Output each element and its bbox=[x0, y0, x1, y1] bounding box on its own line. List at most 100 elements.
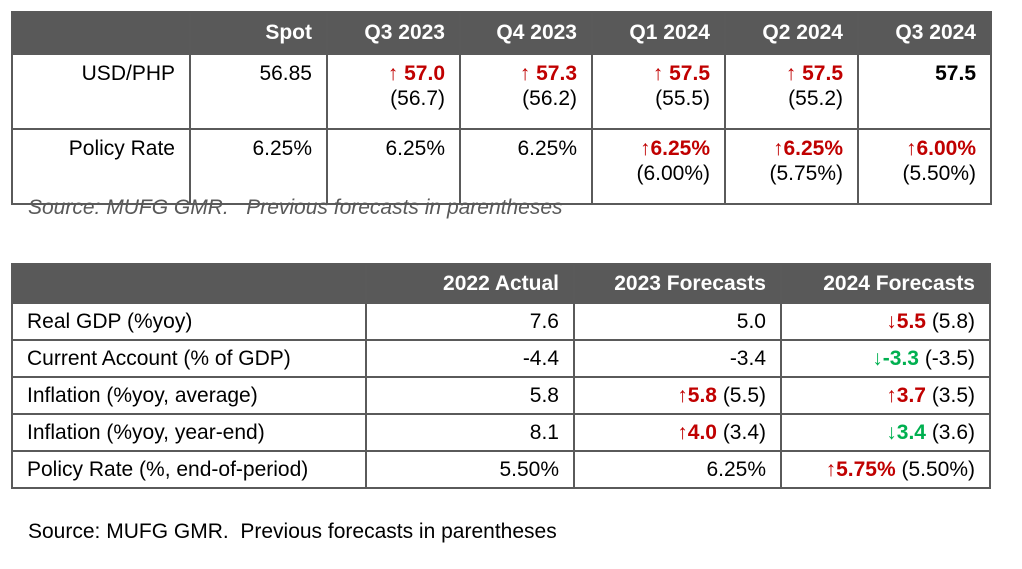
forecast-cell: ↑3.7 (3.5) bbox=[780, 376, 991, 415]
previous-forecast: (5.8) bbox=[925, 309, 975, 333]
arrow-down-icon: ↓ bbox=[886, 309, 897, 333]
forecast-value: 6.25% bbox=[517, 137, 577, 160]
source-note: Source: MUFG GMR. Previous forecasts in … bbox=[28, 520, 557, 543]
forecast-value: 4.0 bbox=[687, 420, 717, 444]
forecast-cell: ↑6.25% (6.00%) bbox=[591, 128, 726, 205]
header-cell: Q3 2023 bbox=[326, 11, 461, 55]
forecast-value: -3.3 bbox=[882, 346, 919, 370]
forecast-line: ↑ 57.0 bbox=[342, 61, 445, 86]
table-row: Real GDP (%yoy) 7.6 5.0 ↓5.5 (5.8) bbox=[11, 302, 991, 341]
forecast-line: ↑ 57.5 bbox=[607, 61, 710, 86]
forecast-line: ↑ 57.3 bbox=[475, 61, 577, 86]
fx-policy-forecast-table: Spot Q3 2023 Q4 2023 Q1 2024 Q2 2024 Q3 … bbox=[11, 11, 992, 205]
table-row: Inflation (%yoy, year-end) 8.1 ↑4.0 (3.4) ↓… bbox=[11, 413, 991, 452]
forecast-value: 57.3 bbox=[536, 62, 577, 85]
forecast-line: 6.25% bbox=[342, 136, 445, 161]
header-cell: 2024 Forecasts bbox=[780, 263, 991, 304]
table-row: Policy Rate 6.25% 6.25% 6.25% ↑6.25% (6.00%) ↑… bbox=[11, 128, 992, 205]
arrow-up-icon: ↑ bbox=[772, 137, 784, 160]
table-row: USD/PHP 56.85 ↑ 57.0 (56.7) ↑ 57.3 (56.2) ↑ 57… bbox=[11, 53, 992, 130]
previous-forecast: (56.2) bbox=[522, 87, 577, 110]
arrow-up-icon: ↑ bbox=[677, 420, 688, 444]
forecast-cell: ↑ 57.3 (56.2) bbox=[459, 53, 593, 130]
forecast-line: 57.5 bbox=[873, 61, 976, 86]
previous-forecast: (56.7) bbox=[390, 87, 445, 110]
actual-value: -4.4 bbox=[365, 339, 575, 378]
row-label: Inflation (%yoy, average) bbox=[11, 376, 367, 415]
forecast-value: 6.25% bbox=[385, 137, 445, 160]
forecast-cell: -3.4 bbox=[573, 339, 782, 378]
arrow-up-icon: ↑ bbox=[652, 62, 670, 85]
previous-forecast: (55.2) bbox=[788, 87, 843, 110]
forecast-cell: ↓3.4 (3.6) bbox=[780, 413, 991, 452]
actual-value: 5.8 bbox=[365, 376, 575, 415]
forecast-cell: ↑ 57.5 (55.2) bbox=[724, 53, 859, 130]
forecast-cell: ↑4.0 (3.4) bbox=[573, 413, 782, 452]
forecast-line: 6.25% bbox=[475, 136, 577, 161]
actual-value: 5.50% bbox=[365, 450, 575, 489]
header-cell: 2022 Actual bbox=[365, 263, 575, 304]
forecast-cell: 6.25% bbox=[573, 450, 782, 489]
forecast-line: ↑ 57.5 bbox=[740, 61, 843, 86]
row-label: USD/PHP bbox=[11, 53, 191, 130]
forecast-cell: ↑ 57.5 (55.5) bbox=[591, 53, 726, 130]
row-label: Current Account (% of GDP) bbox=[11, 339, 367, 378]
forecast-cell: 57.5 bbox=[857, 53, 992, 130]
forecast-value: 3.7 bbox=[896, 383, 926, 407]
arrow-up-icon: ↑ bbox=[825, 457, 837, 481]
forecast-value: 5.8 bbox=[687, 383, 717, 407]
header-row: Spot Q3 2023 Q4 2023 Q1 2024 Q2 2024 Q3 … bbox=[11, 11, 992, 55]
arrow-up-icon: ↑ bbox=[886, 383, 897, 407]
header-cell: Q2 2024 bbox=[724, 11, 859, 55]
arrow-up-icon: ↑ bbox=[387, 62, 405, 85]
source-note: Source: MUFG GMR. Previous forecasts in … bbox=[28, 196, 563, 219]
forecast-value: 57.0 bbox=[404, 62, 445, 85]
header-cell: Q4 2023 bbox=[459, 11, 593, 55]
arrow-down-icon: ↓ bbox=[872, 346, 883, 370]
previous-forecast: (3.4) bbox=[716, 420, 766, 444]
forecast-cell: ↑5.75% (5.50%) bbox=[780, 450, 991, 489]
arrow-down-icon: ↓ bbox=[886, 420, 897, 444]
forecast-value: 5.0 bbox=[736, 309, 766, 333]
forecast-value: 6.00% bbox=[916, 137, 976, 160]
header-cell: Spot bbox=[189, 11, 328, 55]
forecast-line: ↑6.00% bbox=[873, 136, 976, 161]
forecast-cell: 5.0 bbox=[573, 302, 782, 341]
forecast-cell: 6.25% bbox=[459, 128, 593, 205]
row-label: Real GDP (%yoy) bbox=[11, 302, 367, 341]
forecast-value: 6.25% bbox=[650, 137, 710, 160]
forecast-cell: ↓5.5 (5.8) bbox=[780, 302, 991, 341]
forecast-value: 6.25% bbox=[783, 137, 843, 160]
row-label: Policy Rate (%, end-of-period) bbox=[11, 450, 367, 489]
forecast-value: 57.5 bbox=[935, 62, 976, 85]
previous-forecast: (5.75%) bbox=[769, 162, 843, 185]
arrow-up-icon: ↑ bbox=[639, 137, 651, 160]
spot-value: 6.25% bbox=[189, 128, 328, 205]
previous-forecast: (-3.5) bbox=[918, 346, 975, 370]
row-label: Inflation (%yoy, year-end) bbox=[11, 413, 367, 452]
header-row: 2022 Actual 2023 Forecasts 2024 Forecast… bbox=[11, 263, 991, 304]
previous-forecast: (5.50%) bbox=[895, 457, 975, 481]
previous-forecast: (5.50%) bbox=[902, 162, 976, 185]
actual-value: 8.1 bbox=[365, 413, 575, 452]
arrow-up-icon: ↑ bbox=[677, 383, 688, 407]
forecast-line: ↑6.25% bbox=[607, 136, 710, 161]
arrow-up-icon: ↑ bbox=[785, 62, 803, 85]
forecast-value: 6.25% bbox=[706, 457, 766, 481]
forecast-value: 57.5 bbox=[669, 62, 710, 85]
header-cell: Q3 2024 bbox=[857, 11, 992, 55]
table-row: Inflation (%yoy, average) 5.8 ↑5.8 (5.5) ↑3… bbox=[11, 376, 991, 415]
previous-forecast: (3.5) bbox=[925, 383, 975, 407]
spot-value: 56.85 bbox=[189, 53, 328, 130]
header-cell: 2023 Forecasts bbox=[573, 263, 782, 304]
forecast-value: 3.4 bbox=[896, 420, 926, 444]
header-cell: Q1 2024 bbox=[591, 11, 726, 55]
forecast-cell: ↓-3.3 (-3.5) bbox=[780, 339, 991, 378]
table-row: Current Account (% of GDP) -4.4 -3.4 ↓-3.3 … bbox=[11, 339, 991, 378]
header-cell bbox=[11, 11, 191, 55]
arrow-up-icon: ↑ bbox=[905, 137, 917, 160]
forecast-value: 5.75% bbox=[836, 457, 896, 481]
forecast-cell: ↑6.25% (5.75%) bbox=[724, 128, 859, 205]
forecast-line: ↑6.25% bbox=[740, 136, 843, 161]
forecast-cell: ↑6.00% (5.50%) bbox=[857, 128, 992, 205]
